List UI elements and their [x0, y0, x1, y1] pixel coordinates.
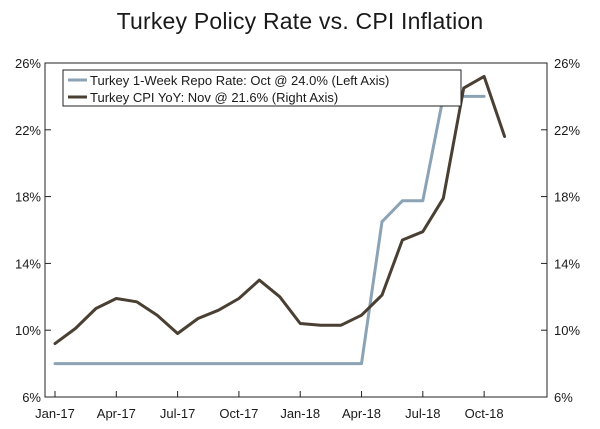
x-tick-label: Apr-18 — [342, 406, 381, 421]
left-tick-label: 14% — [15, 256, 41, 271]
legend-box — [62, 69, 462, 107]
left-tick-label: 26% — [15, 56, 41, 71]
right-tick-label: 18% — [554, 190, 580, 205]
x-tick-label: Apr-17 — [97, 406, 136, 421]
left-tick-label: 10% — [15, 323, 41, 338]
left-tick-label: 18% — [15, 190, 41, 205]
right-tick-label: 26% — [554, 56, 580, 71]
x-tick-label: Jan-17 — [35, 406, 75, 421]
left-tick-label: 6% — [22, 390, 41, 405]
right-tick-label: 10% — [554, 323, 580, 338]
legend: Turkey 1-Week Repo Rate: Oct @ 24.0% (Le… — [62, 69, 462, 107]
x-tick-label: Oct-17 — [219, 406, 258, 421]
right-axis: 6% 10% 14% 18% 22% 26% — [541, 56, 580, 405]
series-line-cpi-yoy — [53, 74, 507, 346]
left-tick-label: 22% — [15, 123, 41, 138]
legend-label-cpi: Turkey CPI YoY: Nov @ 21.6% (Right Axis) — [90, 90, 338, 105]
plot-frame — [44, 62, 548, 398]
right-tick-label: 14% — [554, 256, 580, 271]
legend-label-repo: Turkey 1-Week Repo Rate: Oct @ 24.0% (Le… — [90, 73, 389, 88]
x-axis: Jan-17 Apr-17 Jul-17 Oct-17 Jan-18 Apr-18 Jul-… — [35, 391, 504, 421]
x-tick-label: Jul-17 — [160, 406, 195, 421]
x-tick-label: Oct-18 — [465, 406, 504, 421]
x-tick-label: Jul-18 — [405, 406, 440, 421]
right-tick-label: 6% — [554, 390, 573, 405]
right-tick-label: 22% — [554, 123, 580, 138]
x-tick-label: Jan-18 — [280, 406, 320, 421]
left-axis: 6% 10% 14% 18% 22% 26% — [15, 56, 51, 405]
series-layer — [53, 74, 507, 366]
chart-title: Turkey Policy Rate vs. CPI Inflation — [116, 8, 484, 34]
series-line-repo-rate — [53, 94, 486, 366]
